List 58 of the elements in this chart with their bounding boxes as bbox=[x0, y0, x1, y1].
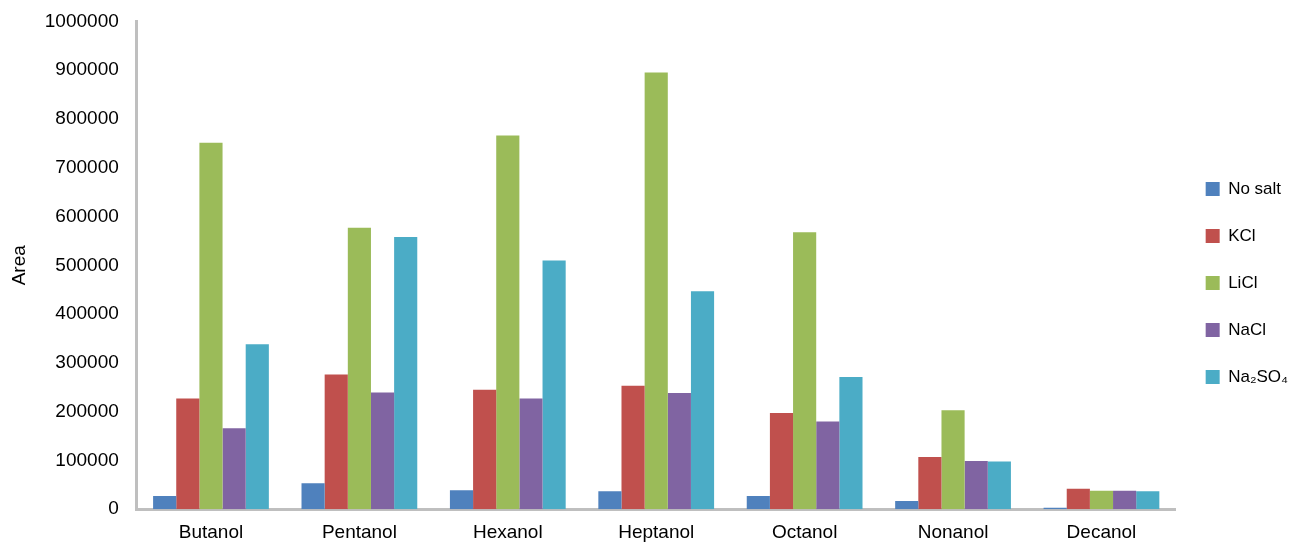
x-tick-label: Nonanol bbox=[917, 520, 989, 542]
legend-label: No salt bbox=[1228, 178, 1282, 198]
y-axis-title: Area bbox=[7, 244, 29, 286]
bar bbox=[347, 227, 371, 510]
bar bbox=[394, 237, 418, 510]
bar bbox=[793, 232, 817, 510]
y-tick-label: 800000 bbox=[55, 107, 119, 129]
bar bbox=[1113, 490, 1137, 510]
bar bbox=[621, 385, 645, 510]
legend-label: NaCl bbox=[1228, 319, 1266, 339]
y-tick-label: 400000 bbox=[55, 302, 119, 324]
bar bbox=[839, 377, 863, 510]
bar bbox=[496, 135, 520, 510]
bar bbox=[199, 142, 223, 510]
bar bbox=[746, 496, 770, 510]
bar bbox=[690, 291, 715, 510]
y-tick-label: 300000 bbox=[55, 351, 119, 373]
bar bbox=[769, 413, 794, 510]
bar bbox=[222, 428, 246, 510]
bar bbox=[598, 491, 622, 510]
y-tick-label: 600000 bbox=[55, 204, 119, 226]
bar bbox=[1066, 488, 1090, 510]
bar bbox=[816, 421, 840, 510]
x-tick-label: Decanol bbox=[1066, 520, 1137, 542]
x-tick-label: Heptanol bbox=[618, 520, 695, 542]
bar bbox=[153, 496, 177, 510]
bar bbox=[1136, 491, 1160, 510]
x-tick-label: Hexanol bbox=[472, 520, 543, 542]
x-tick-label: Octanol bbox=[771, 520, 838, 542]
bar bbox=[176, 398, 200, 510]
bar bbox=[324, 374, 348, 510]
bar bbox=[301, 483, 325, 510]
y-tick-label: 0 bbox=[108, 497, 119, 519]
legend-label: KCl bbox=[1228, 225, 1256, 245]
legend-label: Na₂SO₄ bbox=[1228, 366, 1289, 386]
bar bbox=[245, 344, 269, 510]
bar bbox=[895, 500, 919, 510]
bar bbox=[941, 410, 965, 510]
y-tick-label: 500000 bbox=[55, 253, 119, 275]
x-tick-label: Butanol bbox=[178, 520, 244, 542]
x-tick-label: Pentanol bbox=[321, 520, 397, 542]
bar bbox=[473, 389, 497, 510]
legend-label: LiCl bbox=[1228, 272, 1258, 292]
bar bbox=[370, 392, 395, 510]
bar bbox=[542, 260, 566, 510]
y-tick-label: 200000 bbox=[55, 399, 119, 421]
bar bbox=[918, 457, 942, 510]
y-tick-label: 700000 bbox=[55, 155, 119, 177]
bar bbox=[964, 460, 988, 510]
bar bbox=[1089, 490, 1114, 510]
y-tick-label: 100000 bbox=[55, 448, 119, 470]
bar bbox=[519, 398, 543, 510]
y-tick-label: 900000 bbox=[55, 58, 119, 80]
y-tick-label: 1000000 bbox=[44, 9, 119, 31]
bar bbox=[644, 72, 668, 510]
bar bbox=[987, 461, 1011, 510]
bar bbox=[667, 393, 691, 510]
bar bbox=[449, 490, 474, 510]
